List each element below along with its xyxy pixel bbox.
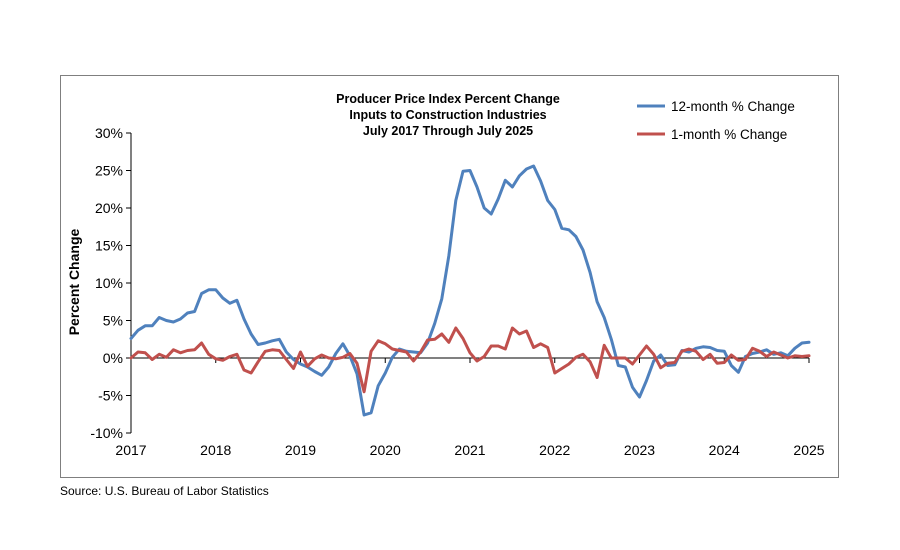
x-tick-label: 2024 xyxy=(709,442,740,458)
y-tick-label: 25% xyxy=(95,163,123,179)
x-tick-label: 2020 xyxy=(370,442,401,458)
chart-title-line-3: July 2017 Through July 2025 xyxy=(363,124,533,138)
series-line-1-month xyxy=(129,326,811,394)
x-tick-label: 2021 xyxy=(454,442,485,458)
x-tick-label: 2023 xyxy=(624,442,655,458)
y-tick-label: 15% xyxy=(95,238,123,254)
y-tick-label: 30% xyxy=(95,125,123,141)
legend-label-1-month: 1-month % Change xyxy=(671,127,787,142)
y-tick-label: -10% xyxy=(90,425,123,441)
legend-label-12-month: 12-month % Change xyxy=(671,99,795,114)
y-tick-label: -5% xyxy=(98,388,123,404)
x-tick-label: 2018 xyxy=(200,442,231,458)
series-line-12-month xyxy=(129,164,811,417)
plot-area: -10% -5% 0% 5% 10% 15% 20% 25% 30% 2017 2018 2019 20… xyxy=(90,125,824,458)
chart-title-line-1: Producer Price Index Percent Change xyxy=(336,92,560,106)
x-tick-label: 2019 xyxy=(285,442,316,458)
x-tick-label: 2017 xyxy=(115,442,146,458)
x-tick-label: 2025 xyxy=(793,442,824,458)
y-tick-label: 20% xyxy=(95,200,123,216)
chart-title-line-2: Inputs to Construction Industries xyxy=(349,108,546,122)
chart-frame: Producer Price Index Percent Change Inpu… xyxy=(60,75,839,478)
y-axis-title: Percent Change xyxy=(66,228,82,335)
y-tick-label: 0% xyxy=(103,350,123,366)
source-note: Source: U.S. Bureau of Labor Statistics xyxy=(60,484,269,498)
legend: 12-month % Change 1-month % Change xyxy=(637,99,795,142)
x-tick-label: 2022 xyxy=(539,442,570,458)
chart-title: Producer Price Index Percent Change Inpu… xyxy=(336,92,560,138)
y-tick-label: 10% xyxy=(95,275,123,291)
line-chart: Producer Price Index Percent Change Inpu… xyxy=(66,92,825,458)
y-tick-label: 5% xyxy=(103,313,123,329)
